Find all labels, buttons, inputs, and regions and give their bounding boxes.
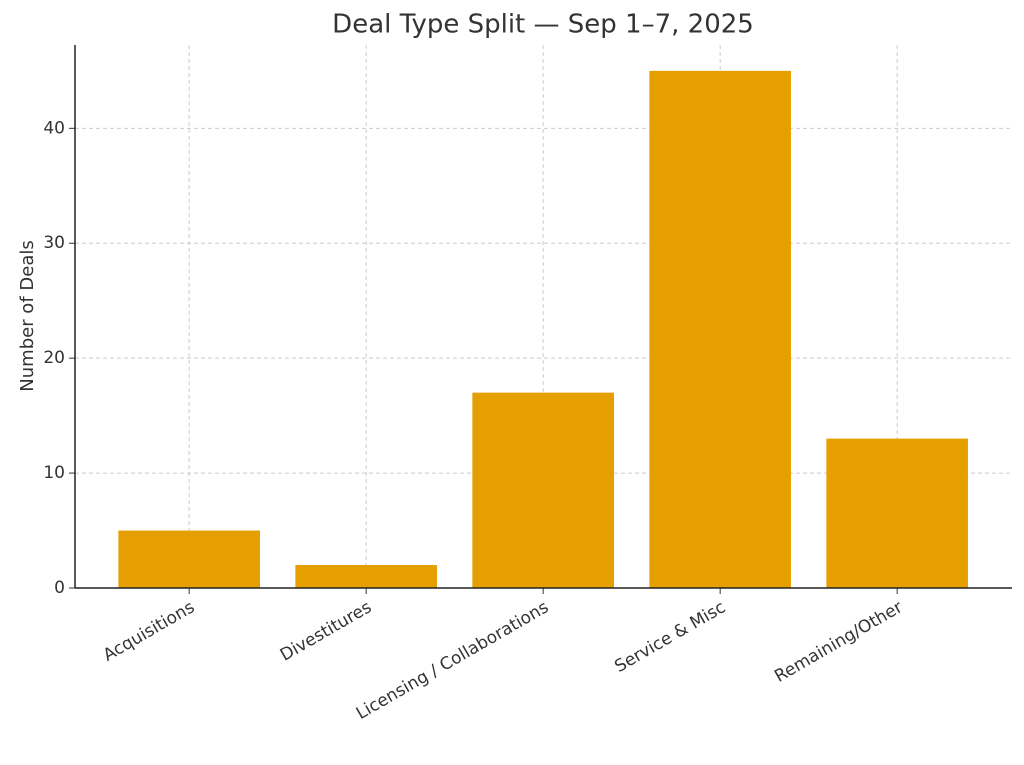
- bar: [472, 392, 614, 588]
- y-tick-label: 10: [43, 463, 65, 483]
- bar: [649, 70, 791, 589]
- y-axis-label: Number of Deals: [17, 240, 38, 391]
- x-tick-label: Licensing / Collaborations: [353, 597, 552, 724]
- y-tick-label: 0: [54, 578, 65, 598]
- y-tick-label: 20: [43, 348, 65, 368]
- x-tick-label: Acquisitions: [100, 597, 198, 665]
- x-tick-label: Divestitures: [277, 597, 375, 665]
- bar: [826, 438, 968, 588]
- x-tick-label: Remaining/Other: [771, 597, 906, 686]
- bar: [295, 565, 437, 588]
- bar: [118, 530, 260, 588]
- y-tick-label: 30: [43, 233, 65, 253]
- chart-title: Deal Type Split — Sep 1–7, 2025: [332, 10, 754, 40]
- y-tick-label: 40: [43, 118, 65, 138]
- x-tick-label: Service & Misc: [611, 597, 729, 677]
